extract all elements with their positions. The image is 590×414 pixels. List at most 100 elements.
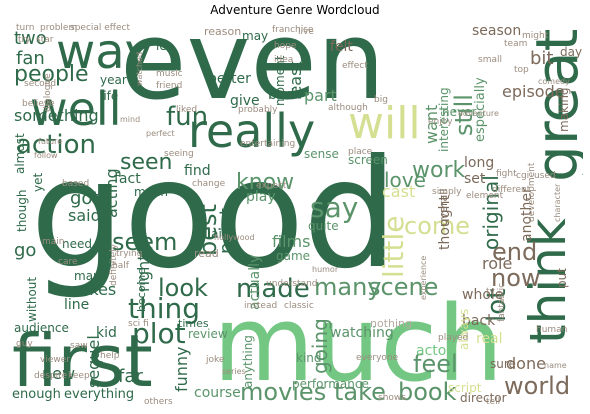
word: bit <box>530 48 554 69</box>
word: sci fi <box>128 319 149 329</box>
word: effect <box>342 61 368 71</box>
word: franchise <box>272 25 314 35</box>
word: follow <box>34 151 58 160</box>
word: definitely <box>109 243 119 286</box>
word: life <box>100 89 119 103</box>
word: sense <box>304 147 339 161</box>
word: future <box>38 137 63 146</box>
word: play <box>246 189 276 205</box>
word: plot <box>132 317 186 350</box>
word: fun <box>166 102 209 132</box>
wordcloud: even good much first great think way wel… <box>8 22 583 407</box>
word: played <box>438 333 469 343</box>
word: may <box>242 29 269 43</box>
word: team <box>504 39 528 49</box>
word: change <box>192 179 226 189</box>
word: course <box>194 385 241 401</box>
word: humor <box>312 265 339 274</box>
word: done <box>506 354 546 373</box>
word: joke <box>206 355 225 365</box>
word: saw <box>70 341 88 351</box>
word: might <box>522 31 549 41</box>
word: reason <box>204 25 242 38</box>
word: role <box>482 254 513 273</box>
word: big <box>374 95 388 105</box>
word: many <box>314 273 382 301</box>
word: dialogue <box>43 73 53 112</box>
word: enough <box>12 387 61 402</box>
word: world <box>504 372 571 400</box>
word: year <box>100 73 127 87</box>
word: bad <box>268 87 295 103</box>
word: watching <box>330 325 394 341</box>
word: despite <box>34 371 68 381</box>
word: fact <box>114 171 141 187</box>
word: got <box>70 188 100 209</box>
word: even <box>120 22 386 124</box>
word: going <box>308 318 332 374</box>
word: take <box>334 378 386 406</box>
word: real <box>476 331 503 347</box>
word: whole <box>462 287 504 303</box>
word: makes <box>64 280 117 299</box>
word: live <box>298 27 314 37</box>
word: let <box>156 39 172 53</box>
word: small <box>478 55 502 65</box>
word: probably <box>238 105 278 115</box>
word: kind <box>296 351 322 365</box>
word: work <box>412 158 466 183</box>
word: good <box>30 128 398 302</box>
word: friend <box>156 81 183 91</box>
word: others <box>144 397 173 407</box>
word: performance <box>292 377 369 391</box>
word: idea <box>274 55 294 65</box>
word: end <box>492 238 538 266</box>
word: turn <box>16 23 35 33</box>
word: set <box>464 171 486 187</box>
word: simply <box>432 187 462 197</box>
word: everything <box>64 387 135 402</box>
word: everyone <box>356 353 399 363</box>
word: far <box>118 366 143 387</box>
word: look <box>158 274 208 302</box>
word: season <box>472 23 522 39</box>
word: seeing <box>164 149 194 159</box>
word: watched <box>135 51 144 86</box>
word: seen <box>120 150 173 175</box>
word: book <box>398 378 457 406</box>
word: two <box>14 28 47 49</box>
word: care <box>58 257 78 267</box>
word: funny <box>172 346 191 392</box>
word: though <box>15 189 29 232</box>
word: day <box>560 45 583 59</box>
word: will <box>348 98 421 149</box>
word: episode <box>502 82 565 101</box>
word: main <box>42 237 65 247</box>
word: almost <box>13 133 27 174</box>
word: thing <box>128 292 201 325</box>
word: way <box>56 24 154 80</box>
word: although <box>328 103 368 113</box>
word: felt <box>330 39 353 55</box>
word: liked <box>176 105 198 115</box>
word: much <box>213 283 504 405</box>
word: seem <box>112 228 178 256</box>
word: sure <box>490 357 516 371</box>
word: mean <box>134 185 169 199</box>
word: give <box>230 93 260 109</box>
word: come <box>404 212 471 240</box>
word: name <box>544 361 567 370</box>
word: half <box>112 261 129 271</box>
word: expect <box>256 181 287 191</box>
word: viewer <box>40 355 70 365</box>
word: understand <box>266 279 318 289</box>
word: never <box>442 105 477 119</box>
word: fight <box>496 169 517 179</box>
word: line <box>64 297 90 313</box>
word: cgi <box>516 171 530 181</box>
word: trying <box>116 249 143 259</box>
word: people <box>14 62 89 87</box>
word: review <box>188 327 228 341</box>
word: director <box>460 391 507 405</box>
word: back <box>462 313 496 329</box>
